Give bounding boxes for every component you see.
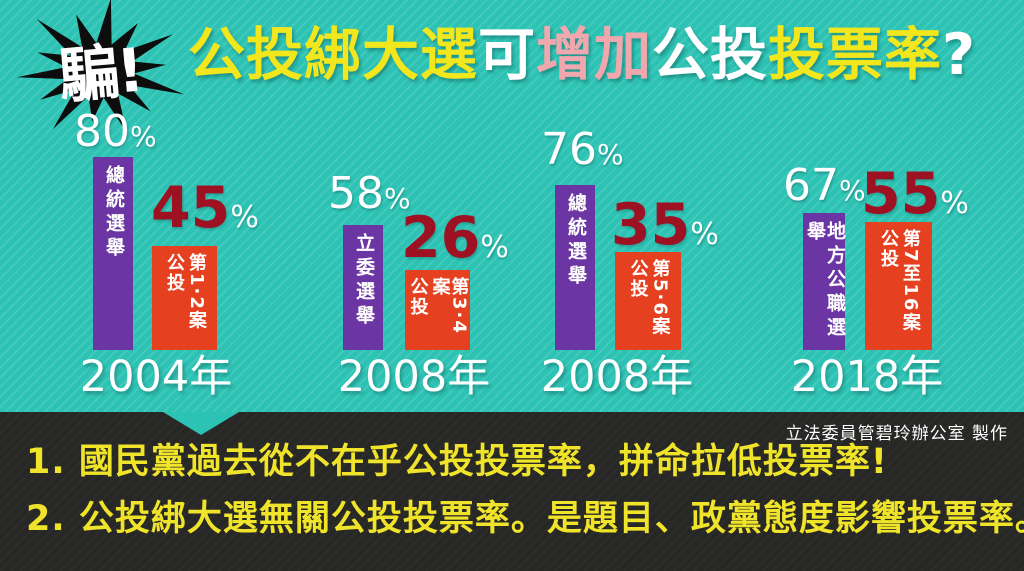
footer-note-1: 1. 國民黨過去從不在乎公投投票率，拼命拉低投票率! — [26, 442, 888, 482]
election-bar-label: 立委選舉 — [352, 233, 375, 329]
title-segment: 投票率 — [768, 22, 942, 88]
referendum-bar-label: 公投 — [407, 277, 429, 317]
title-segment: ? — [942, 22, 977, 88]
badge-text: 騙! — [55, 34, 146, 112]
referendum-turnout-value: 26% — [401, 205, 509, 271]
credit-text: 立法委員管碧玲辦公室 製作 — [785, 424, 1008, 444]
title-segment: 公投 — [652, 22, 768, 88]
referendum-bar: 公投 第5·6案 — [615, 252, 681, 350]
referendum-turnout-value: 55% — [861, 161, 969, 227]
referendum-turnout-value: 45% — [151, 175, 259, 241]
referendum-turnout-value: 35% — [611, 192, 719, 258]
deception-starburst: 騙! — [5, 0, 195, 148]
referendum-bar-label: 公投 — [627, 259, 649, 299]
percent-sign: % — [940, 186, 969, 221]
percent-sign: % — [384, 182, 411, 215]
referendum-bar: 公投 第7至16案 — [865, 222, 932, 350]
election-bar-label: 總統選舉 — [102, 165, 125, 261]
election-bar: 地方公職選舉 — [803, 213, 846, 350]
footer-note-2: 2. 公投綁大選無關公投投票率。是題目、政黨態度影響投票率。 — [26, 499, 1024, 539]
percent-sign: % — [480, 230, 509, 265]
notch-pointer — [163, 412, 239, 435]
referendum-cases-label: 第5·6案 — [649, 259, 671, 337]
percent-sign: % — [230, 200, 259, 235]
election-turnout-value: 67% — [783, 160, 866, 211]
referendum-cases-label: 第7至16案 — [899, 229, 921, 333]
referendum-cases-label: 第1·2案 — [185, 253, 207, 331]
percent-sign: % — [597, 138, 624, 171]
election-bar: 總統選舉 — [555, 185, 595, 350]
footer-panel: 立法委員管碧玲辦公室 製作 1. 國民黨過去從不在乎公投投票率，拼命拉低投票率!… — [0, 412, 1024, 571]
title-segment: 可 — [478, 22, 536, 88]
referendum-cases-label: 第3·4案 — [429, 277, 470, 335]
referendum-bar-label: 公投 — [164, 253, 185, 293]
election-bar-label: 地方公職選舉 — [804, 221, 846, 341]
percent-sign: % — [690, 217, 719, 252]
election-turnout-value: 76% — [541, 124, 624, 175]
election-bar: 總統選舉 — [93, 157, 133, 350]
page-title: 公投綁大選可增加公投投票率? — [188, 24, 976, 87]
election-turnout-value: 58% — [328, 168, 411, 219]
election-bar-label: 總統選舉 — [564, 193, 587, 289]
starburst-shape — [16, 0, 185, 132]
year-label: 2004年 — [79, 352, 233, 402]
year-label: 2008年 — [337, 352, 491, 402]
year-label: 2008年 — [540, 352, 694, 402]
title-segment: 增加 — [536, 22, 652, 88]
referendum-bar: 公投 第3·4案 — [405, 270, 470, 350]
year-label: 2018年 — [790, 352, 944, 402]
referendum-bar-label: 公投 — [878, 229, 899, 269]
title-segment: 公投綁大選 — [188, 22, 478, 88]
percent-sign: % — [839, 174, 866, 207]
referendum-bar: 公投 第1·2案 — [152, 246, 217, 350]
election-bar: 立委選舉 — [343, 225, 383, 350]
